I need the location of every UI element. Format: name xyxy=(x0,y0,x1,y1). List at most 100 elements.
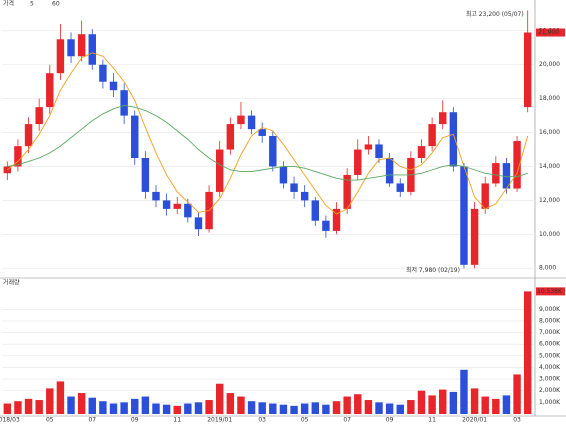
volume-bar xyxy=(3,403,12,414)
volume-bar xyxy=(67,396,75,414)
candle-body xyxy=(385,158,394,184)
candle-body xyxy=(439,112,447,125)
candle-body xyxy=(24,124,33,147)
volume-tick-label: 7,000K xyxy=(539,329,561,336)
candle-body xyxy=(215,149,224,192)
volume-bar xyxy=(343,396,351,414)
candle-body xyxy=(67,39,75,57)
volume-bar xyxy=(14,401,22,414)
candle-body xyxy=(131,115,139,158)
candle-body xyxy=(109,81,118,91)
volume-bar xyxy=(152,403,160,414)
candle-body xyxy=(470,208,479,265)
max-annotation: 최고 23,200 (05/07) xyxy=(466,10,524,18)
candle-body xyxy=(449,112,458,167)
volume-bar xyxy=(131,398,139,414)
min-annotation: 최저 7,980 (02/19) xyxy=(406,266,460,274)
candle-body xyxy=(152,191,160,201)
candle-body xyxy=(99,64,107,82)
last-price-label: 21,900 xyxy=(538,29,559,36)
volume-bar xyxy=(24,398,33,414)
x-tick-label: 11 xyxy=(173,417,181,424)
x-tick-label: 05 xyxy=(46,417,54,424)
candle-body xyxy=(56,39,65,74)
volume-bar xyxy=(332,401,341,414)
last-volume-box xyxy=(536,287,565,296)
legend-entry: 5 xyxy=(30,1,34,8)
x-tick-label: 2020/01 xyxy=(462,417,487,424)
candle-body xyxy=(300,191,309,201)
candle-body xyxy=(162,200,171,209)
volume-bar xyxy=(56,381,65,414)
candle-body xyxy=(428,124,436,147)
volume-tick-label: 1,000K xyxy=(539,399,561,406)
volume-bar xyxy=(364,400,373,414)
y-tick-label: 16,000 xyxy=(539,129,560,136)
volume-bar xyxy=(375,402,383,414)
volume-bar xyxy=(523,291,532,414)
candle-body xyxy=(258,129,266,136)
candle-body xyxy=(396,183,404,192)
volume-bar xyxy=(237,396,245,414)
volume-bar xyxy=(258,402,266,414)
candle-body xyxy=(226,124,235,150)
candle-body xyxy=(481,183,489,209)
volume-tick-label: 9,000K xyxy=(539,306,561,313)
candle-body xyxy=(311,200,320,221)
moving-average-line xyxy=(7,52,529,215)
candle-body xyxy=(502,163,511,189)
volume-bar xyxy=(141,396,150,414)
volume-bar xyxy=(290,405,298,414)
volume-bar xyxy=(279,404,288,414)
volume-bar xyxy=(184,403,192,414)
volume-bar xyxy=(35,400,43,414)
volume-bar xyxy=(215,383,224,414)
volume-bar xyxy=(162,404,171,414)
candle-body xyxy=(460,166,468,265)
volume-tick-label: 5,000K xyxy=(539,352,561,359)
y-tick-label: 18,000 xyxy=(539,95,560,102)
x-tick-label: 2019/01 xyxy=(207,417,232,424)
volume-bar xyxy=(396,404,404,414)
volume-bar xyxy=(205,400,213,414)
x-tick-label: 07 xyxy=(343,417,351,424)
candle-body xyxy=(173,203,181,209)
candle-body xyxy=(279,166,288,184)
volume-bar xyxy=(407,400,415,414)
x-tick-label: 2018/03 xyxy=(0,417,20,424)
x-tick-label: 03 xyxy=(513,417,521,424)
volume-bar xyxy=(470,388,479,414)
volume-bar xyxy=(311,402,320,414)
price-title: 가격 xyxy=(3,0,14,8)
candle-body xyxy=(332,208,341,231)
volume-bar xyxy=(226,393,235,414)
volume-bar xyxy=(109,403,118,414)
y-tick-label: 10,000 xyxy=(539,231,560,238)
candle-body xyxy=(492,163,500,184)
volume-bar xyxy=(194,402,203,414)
x-tick-label: 03 xyxy=(258,417,266,424)
volume-title: 거래량 xyxy=(3,279,20,287)
candle-body xyxy=(269,135,277,167)
volume-bar xyxy=(269,403,277,414)
volume-bar xyxy=(173,405,181,414)
candle-body xyxy=(120,90,128,116)
volume-bar xyxy=(502,395,511,414)
volume-bar xyxy=(46,388,54,414)
volume-bar xyxy=(88,397,96,414)
volume-bar xyxy=(120,402,128,414)
last-price-box xyxy=(536,28,565,37)
y-tick-label: 12,000 xyxy=(539,197,560,204)
volume-tick-label: 8,000K xyxy=(539,317,561,324)
y-tick-label: 20,000 xyxy=(539,61,560,68)
x-tick-label: 09 xyxy=(131,417,139,424)
volume-bar xyxy=(322,404,330,414)
volume-bar xyxy=(77,393,86,414)
x-tick-label: 07 xyxy=(88,417,96,424)
candle-body xyxy=(343,174,351,209)
y-tick-label: 14,000 xyxy=(539,163,560,170)
candle-body xyxy=(46,73,54,108)
volume-bar xyxy=(460,369,468,414)
